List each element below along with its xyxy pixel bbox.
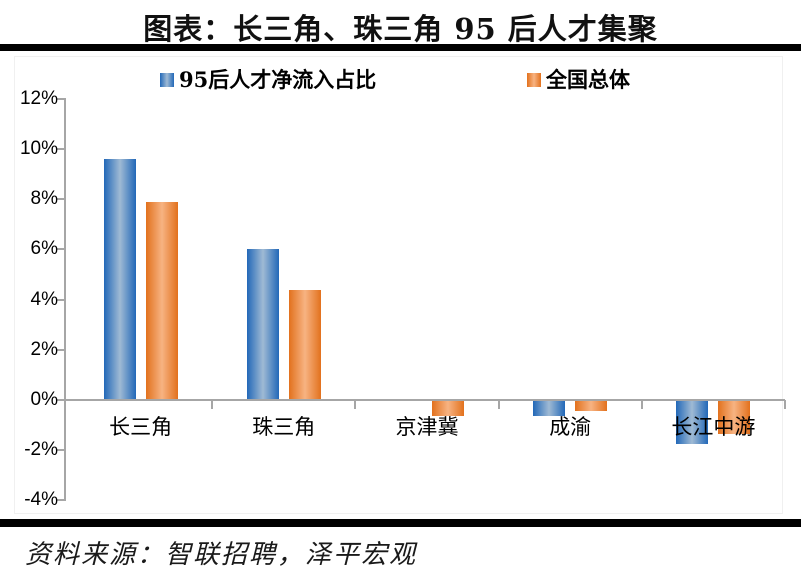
y-axis-tick-mark [57, 148, 64, 150]
source-note: 资料来源：智联招聘，泽平宏观 [25, 540, 418, 570]
bottom-divider-rule [0, 519, 801, 527]
y-axis-tick-mark [57, 248, 64, 251]
bar-series2-1 [288, 289, 321, 400]
legend-item-series2: 全国总体 [527, 64, 630, 94]
legend-swatch-blue [160, 73, 174, 87]
y-axis-tick-mark [57, 499, 64, 502]
y-axis-tick-label: -2% [24, 439, 58, 461]
bar-series1-4 [676, 401, 709, 444]
x-axis-category-tick [354, 400, 357, 409]
chart-frame [14, 56, 783, 514]
y-axis-tick-label: 0% [30, 389, 58, 410]
y-axis-tick-mark [57, 97, 64, 100]
x-axis-category-tick [640, 400, 643, 409]
y-axis-tick-label: -4% [24, 489, 58, 511]
bar-series2-4 [718, 401, 751, 434]
x-axis-category-label: 长江中游 [671, 415, 756, 439]
top-divider-rule [0, 44, 801, 51]
y-axis-tick-label: 4% [30, 288, 58, 310]
x-axis-category-tick [211, 400, 214, 409]
x-axis-category-tick [784, 400, 786, 409]
y-axis-tick-mark [57, 198, 64, 201]
y-axis-tick-mark [57, 399, 64, 401]
x-axis-zero-line [64, 399, 785, 401]
y-axis-tick-label: 8% [30, 188, 58, 210]
y-axis-tick-label: 12% [19, 87, 58, 109]
x-axis-category-label: 京津冀 [395, 415, 459, 439]
y-axis-tick-label: 6% [30, 238, 58, 260]
x-axis-category-label: 成渝 [549, 415, 592, 439]
x-axis-category-tick [497, 400, 500, 409]
y-axis-tick-mark [57, 348, 64, 351]
y-axis-tick-label: 10% [19, 138, 58, 159]
legend-label-series2: 全国总体 [546, 67, 630, 92]
bar-series1-1 [246, 249, 279, 400]
legend-label-series1: 95后人才净流入占比 [179, 67, 377, 92]
bar-series2-0 [145, 201, 178, 400]
chart-title: 图表：长三角、珠三角 95 后人才集聚 [143, 12, 658, 46]
y-axis-tick-mark [57, 298, 64, 301]
legend-swatch-orange [527, 73, 541, 87]
legend-item-series1: 95后人才净流入占比 [160, 64, 376, 94]
bar-series1-3 [533, 401, 566, 417]
bar-series1-0 [103, 159, 136, 400]
x-axis-category-label: 长三角 [109, 415, 173, 439]
y-axis-tick-label: 2% [30, 338, 58, 360]
x-axis-category-label: 珠三角 [252, 415, 316, 439]
y-axis-tick-mark [57, 449, 64, 452]
y-axis-line [64, 97, 66, 502]
bar-series2-2 [432, 401, 464, 417]
bar-series2-3 [575, 401, 608, 412]
